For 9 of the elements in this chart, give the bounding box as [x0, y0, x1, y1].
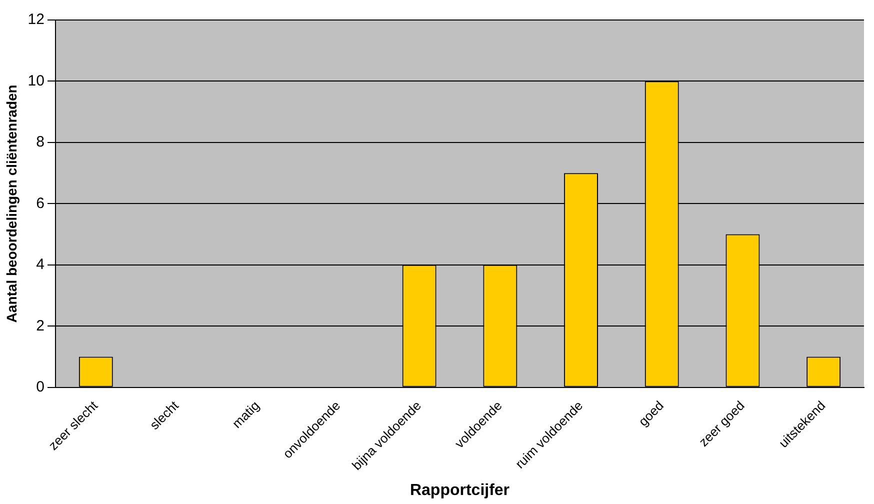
y-tick-label: 8	[36, 134, 44, 151]
y-axis-title: Aantal beoordelingen cliëntenraden	[3, 84, 20, 323]
y-tick-label: 12	[28, 11, 44, 28]
x-axis-title: Rapportcijfer	[410, 482, 510, 499]
y-tick-label: 2	[36, 317, 44, 334]
y-tick-label: 4	[36, 256, 44, 274]
y-tick-label: 6	[36, 194, 44, 212]
y-tick-label: 10	[28, 72, 44, 90]
y-tick-label: 0	[36, 378, 44, 396]
